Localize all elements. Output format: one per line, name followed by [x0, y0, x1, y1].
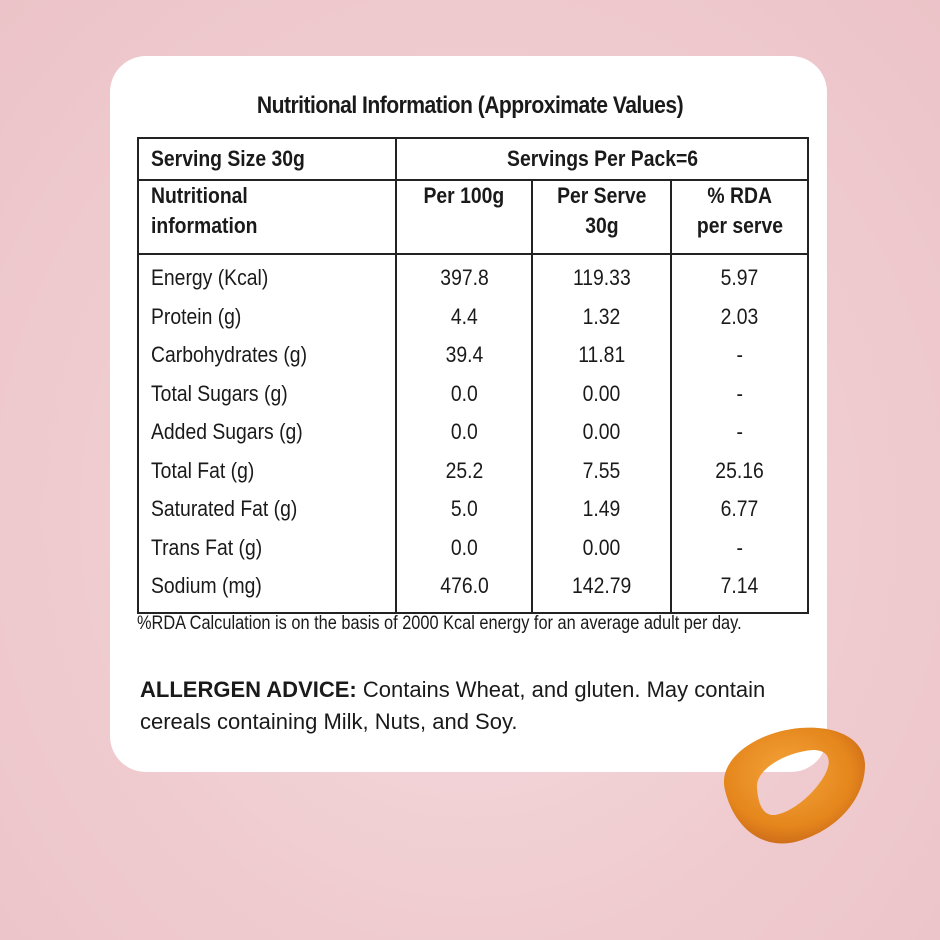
value-per100: 0.0 [450, 534, 478, 560]
page-title: Nutritional Information (Approximate Val… [256, 92, 684, 119]
nutrient-name: Added Sugars (g) [151, 419, 303, 445]
col-header-per-serve-line2: 30g [585, 213, 619, 238]
header-row: Nutritional information Per 100g Per Ser… [136, 180, 809, 255]
nutrient-name: Total Fat (g) [151, 457, 255, 483]
nutrient-name: Trans Fat (g) [151, 534, 263, 560]
value-per100: 5.0 [450, 496, 478, 522]
value-per-serve: 7.55 [582, 457, 621, 483]
value-per-serve: 1.32 [582, 303, 621, 329]
value-rda: 7.14 [720, 573, 759, 599]
value-rda: 5.97 [720, 265, 759, 291]
snack-ring-image [723, 727, 865, 844]
servings-per-pack: Servings Per Pack=6 [395, 138, 809, 181]
nutrient-name: Energy (Kcal) [151, 265, 269, 291]
col-header-rda: % RDA per serve [670, 180, 809, 255]
value-per100: 39.4 [445, 342, 484, 368]
allergen-text: Contains Wheat, and gluten. May contain … [140, 677, 766, 734]
col-header-nutrient-line1: Nutritional [151, 183, 248, 208]
value-per100: 0.0 [450, 380, 478, 406]
value-rda: - [736, 380, 743, 406]
col-header-per-serve: Per Serve 30g [531, 180, 673, 255]
col-header-rda-line1: % RDA [707, 183, 772, 208]
nutrient-name: Total Sugars (g) [151, 380, 288, 406]
col-header-per100-text: Per 100g [423, 183, 505, 208]
serving-size: Serving Size 30g [136, 138, 398, 181]
col-header-nutrient-line2: information [151, 213, 258, 238]
col-header-rda-line2: per serve [696, 213, 783, 238]
value-rda: - [736, 342, 743, 368]
col-header-nutrient: Nutritional information [136, 180, 398, 255]
allergen-advice: ALLERGEN ADVICE: Contains Wheat, and glu… [140, 674, 780, 738]
allergen-label: ALLERGEN ADVICE: [140, 677, 357, 702]
table-row: Trans Fat (g) 0.0 0.00 - [136, 528, 809, 567]
value-per100: 476.0 [440, 573, 489, 599]
col-header-per100: Per 100g [395, 180, 534, 255]
table-row: Saturated Fat (g) 5.0 1.49 6.77 [136, 490, 809, 529]
rda-footnote: %RDA Calculation is on the basis of 2000… [137, 613, 742, 634]
value-rda: 6.77 [720, 496, 759, 522]
table-row: Carbohydrates (g) 39.4 11.81 - [136, 336, 809, 375]
value-per-serve: 0.00 [582, 419, 621, 445]
nutrient-name: Sodium (mg) [151, 573, 262, 599]
table-row: Total Sugars (g) 0.0 0.00 - [136, 374, 809, 413]
table-row: Added Sugars (g) 0.0 0.00 - [136, 413, 809, 452]
value-per-serve: 1.49 [582, 496, 621, 522]
value-per-serve: 0.00 [582, 380, 621, 406]
value-per-serve: 0.00 [582, 534, 621, 560]
nutrient-name: Carbohydrates (g) [151, 342, 308, 368]
serving-row: Serving Size 30g Servings Per Pack=6 [136, 138, 809, 181]
value-per-serve: 11.81 [578, 342, 626, 368]
nutrient-name: Saturated Fat (g) [151, 496, 298, 522]
value-rda: 2.03 [720, 303, 759, 329]
nutrition-table: Serving Size 30g Servings Per Pack=6 Nut… [136, 137, 809, 614]
table-row: Energy (Kcal) 397.8 119.33 5.97 [136, 254, 809, 298]
table-row: Sodium (mg) 476.0 142.79 7.14 [136, 567, 809, 613]
value-per100: 25.2 [445, 457, 484, 483]
table-row: Protein (g) 4.4 1.32 2.03 [136, 297, 809, 336]
servings-per-pack-text: Servings Per Pack=6 [506, 146, 698, 171]
value-per100: 0.0 [450, 419, 478, 445]
nutrient-name: Protein (g) [151, 303, 242, 329]
col-header-per-serve-line1: Per Serve [557, 183, 647, 208]
value-rda: - [736, 419, 743, 445]
value-per100: 397.8 [440, 265, 489, 291]
table-row: Total Fat (g) 25.2 7.55 25.16 [136, 451, 809, 490]
value-per-serve: 142.79 [572, 573, 632, 599]
value-rda: 25.16 [715, 457, 764, 483]
serving-size-text: Serving Size 30g [151, 146, 305, 171]
value-per100: 4.4 [450, 303, 478, 329]
value-per-serve: 119.33 [572, 265, 631, 291]
value-rda: - [736, 534, 743, 560]
